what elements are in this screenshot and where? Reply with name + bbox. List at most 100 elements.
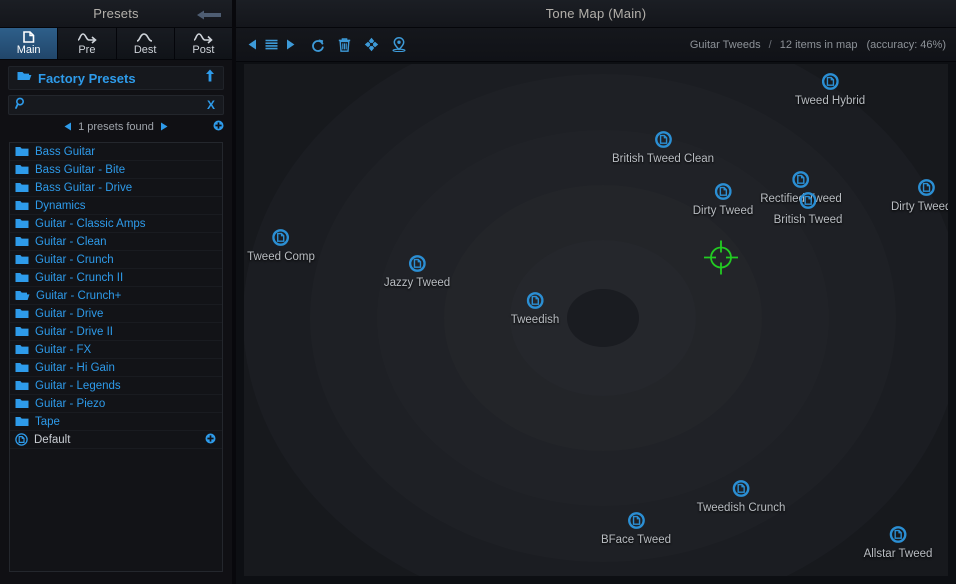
- map-node-label: Tweed Comp: [247, 251, 315, 263]
- triangle-right-icon[interactable]: [160, 118, 168, 136]
- list-item[interactable]: Guitar - Crunch+: [10, 287, 222, 305]
- list-item-label: Bass Guitar - Drive: [35, 181, 133, 194]
- refresh-button[interactable]: [309, 34, 326, 56]
- folder-icon: [15, 272, 29, 283]
- page-corner-icon: [21, 31, 37, 44]
- preset-node-icon: [408, 255, 426, 277]
- list-item[interactable]: Dynamics: [10, 197, 222, 215]
- tab-post-label: Post: [192, 44, 215, 56]
- search-icon: [15, 96, 27, 114]
- arrow-left-icon[interactable]: [196, 8, 222, 20]
- arrow-up-icon[interactable]: [205, 69, 215, 87]
- map-node-label: Dirty Tweed: [692, 205, 754, 217]
- list-item[interactable]: Guitar - Clean: [10, 233, 222, 251]
- tone-map-titlebar: Tone Map (Main): [236, 0, 956, 28]
- folder-icon: [15, 200, 29, 211]
- prev-button[interactable]: [244, 34, 261, 56]
- map-status-separator: /: [768, 38, 772, 51]
- tab-pre-label: Pre: [78, 44, 96, 56]
- locate-button[interactable]: [390, 34, 407, 56]
- tab-dest[interactable]: Dest: [116, 28, 175, 59]
- list-item[interactable]: Guitar - Drive: [10, 305, 222, 323]
- map-node[interactable]: Tweed Hybrid: [795, 73, 865, 107]
- plus-circle-icon[interactable]: [213, 118, 224, 136]
- clear-search-icon[interactable]: X: [206, 98, 215, 112]
- map-node-label: British Tweed Clean: [611, 153, 715, 165]
- tab-main[interactable]: Main: [0, 28, 59, 59]
- preset-doc-icon: [15, 433, 28, 446]
- tone-map-panel: Tone Map (Main): [236, 0, 956, 584]
- map-node-label: Tweed Hybrid: [794, 95, 866, 107]
- presets-titlebar: Presets: [0, 0, 232, 28]
- list-item[interactable]: Guitar - Classic Amps: [10, 215, 222, 233]
- list-item[interactable]: Guitar - Drive II: [10, 323, 222, 341]
- list-item[interactable]: Guitar - Hi Gain: [10, 359, 222, 377]
- map-node[interactable]: Allstar Tweed: [864, 526, 932, 560]
- tab-post[interactable]: Post: [174, 28, 232, 59]
- list-item[interactable]: Guitar - Piezo: [10, 395, 222, 413]
- triangle-left-icon[interactable]: [64, 118, 72, 136]
- folder-icon: [15, 344, 29, 355]
- preset-node-icon: [821, 73, 839, 95]
- map-node[interactable]: British Tweed: [774, 192, 842, 226]
- list-item[interactable]: Guitar - Legends: [10, 377, 222, 395]
- map-node-label: Dirty Tweed 6: [890, 201, 948, 213]
- map-items-label: 12 items in map: [779, 38, 858, 51]
- list-item[interactable]: Bass Guitar - Bite: [10, 161, 222, 179]
- map-node-label: Tweedish Crunch: [696, 502, 786, 514]
- list-item-label: Guitar - Drive II: [35, 325, 113, 338]
- tone-map-canvas[interactable]: Tweed Hybrid British Tweed Clean Rectified…: [244, 64, 948, 576]
- map-node[interactable]: Tweed Comp: [247, 229, 315, 263]
- list-item-label: Bass Guitar: [35, 145, 96, 158]
- list-item[interactable]: Tape: [10, 413, 222, 431]
- center-button[interactable]: [363, 34, 380, 56]
- map-node[interactable]: Dirty Tweed: [692, 183, 754, 217]
- list-item-label: Guitar - FX: [35, 343, 92, 356]
- tab-pre[interactable]: Pre: [58, 28, 117, 59]
- preset-node-icon: [714, 183, 732, 205]
- plus-circle-icon[interactable]: [205, 431, 216, 449]
- map-node-label: Jazzy Tweed: [383, 277, 451, 289]
- search-bar[interactable]: X: [8, 95, 224, 115]
- map-node[interactable]: Tweedish: [511, 292, 559, 326]
- factory-presets-bar[interactable]: Factory Presets: [8, 66, 224, 90]
- list-item-label: Guitar - Piezo: [35, 397, 106, 410]
- list-item[interactable]: Guitar - Crunch II: [10, 269, 222, 287]
- presets-panel: Presets Main: [0, 0, 232, 584]
- target-reticle-icon[interactable]: [703, 240, 739, 281]
- next-button[interactable]: [282, 34, 299, 56]
- wave-right-arrow-icon: [192, 31, 214, 44]
- list-item[interactable]: Guitar - Crunch: [10, 251, 222, 269]
- map-node[interactable]: Jazzy Tweed: [384, 255, 450, 289]
- list-button[interactable]: [263, 34, 280, 56]
- preset-node-icon: [889, 526, 907, 548]
- list-item-label: Guitar - Crunch+: [36, 289, 122, 302]
- preset-node-icon: [917, 179, 935, 201]
- preset-node-icon: [799, 192, 817, 214]
- folder-icon: [15, 146, 29, 157]
- list-item[interactable]: Default: [10, 431, 222, 449]
- list-item-label: Guitar - Crunch: [35, 253, 114, 266]
- list-item[interactable]: Guitar - FX: [10, 341, 222, 359]
- map-ring-1: [567, 289, 639, 347]
- list-item-label: Dynamics: [35, 199, 86, 212]
- list-item-label: Guitar - Legends: [35, 379, 121, 392]
- delete-button[interactable]: [336, 34, 353, 56]
- folder-icon: [15, 380, 29, 391]
- search-input[interactable]: [33, 99, 205, 111]
- preset-node-icon: [654, 131, 672, 153]
- preset-node-icon: [526, 292, 544, 314]
- map-node[interactable]: Dirty Tweed 6: [891, 179, 948, 213]
- factory-presets-label: Factory Presets: [38, 70, 136, 86]
- folder-icon: [15, 182, 29, 193]
- preset-list[interactable]: Bass Guitar Bass Guitar - Bite Bass Guitar…: [9, 142, 223, 572]
- tab-dest-label: Dest: [133, 44, 157, 56]
- list-item[interactable]: Bass Guitar: [10, 143, 222, 161]
- map-node[interactable]: British Tweed Clean: [612, 131, 714, 165]
- folder-icon: [15, 218, 29, 229]
- list-item[interactable]: Bass Guitar - Drive: [10, 179, 222, 197]
- folder-icon: [15, 254, 29, 265]
- map-node[interactable]: BFace Tweed: [601, 512, 671, 546]
- map-node[interactable]: Tweedish Crunch: [696, 480, 786, 514]
